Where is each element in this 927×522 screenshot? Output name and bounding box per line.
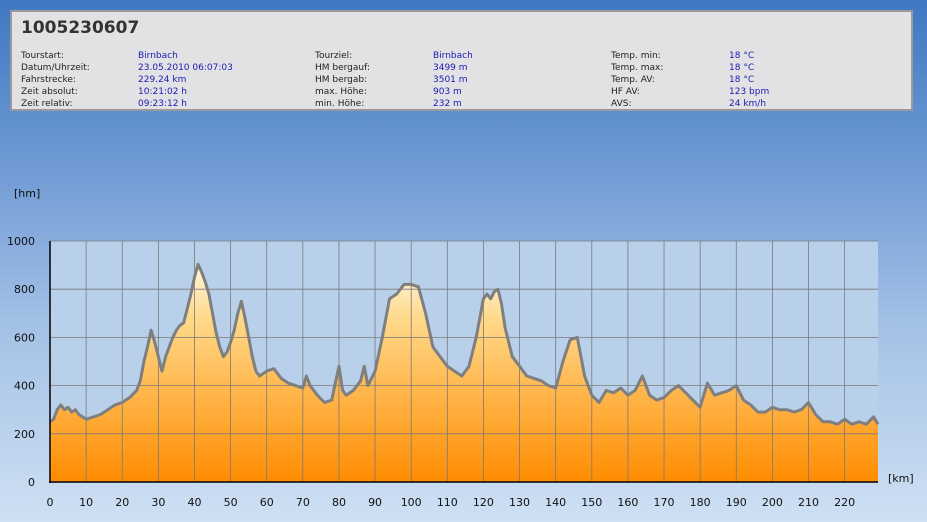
info-label: HM bergauf: [315, 63, 370, 73]
x-tick-label: 180 [690, 496, 711, 509]
x-tick-label: 160 [617, 496, 638, 509]
info-value: Birnbach [433, 51, 473, 61]
info-value: 10:21:02 h [138, 87, 187, 97]
info-label: Tourstart: [21, 51, 64, 61]
x-tick-label: 50 [224, 496, 238, 509]
x-tick-label: 0 [47, 496, 54, 509]
info-label: HF AV: [611, 87, 640, 97]
x-tick-label: 220 [834, 496, 855, 509]
y-tick-label: 1000 [7, 235, 35, 248]
x-tick-label: 70 [296, 496, 310, 509]
info-label: min. Höhe: [315, 99, 365, 109]
info-value: 123 bpm [729, 87, 770, 97]
info-label: max. Höhe: [315, 87, 367, 97]
info-value: 18 °C [729, 51, 755, 61]
info-label: Temp. AV: [611, 75, 655, 85]
info-label: Zeit absolut: [21, 87, 78, 97]
tour-info-panel: 1005230607 Tourstart: Birnbach Datum/Uhrze… [10, 10, 913, 111]
x-tick-label: 190 [726, 496, 747, 509]
x-tick-label: 80 [332, 496, 346, 509]
x-tick-label: 130 [509, 496, 530, 509]
tour-title: 1005230607 [21, 18, 140, 38]
y-tick-label: 400 [14, 380, 35, 393]
x-tick-label: 100 [401, 496, 422, 509]
info-label: Datum/Uhrzeit: [21, 63, 90, 73]
x-tick-label: 170 [654, 496, 675, 509]
info-label: Fahrstrecke: [21, 75, 76, 85]
info-label: Temp. max: [611, 63, 664, 73]
info-value: 09:23:12 h [138, 99, 187, 109]
x-tick-label: 150 [581, 496, 602, 509]
x-tick-label: 200 [762, 496, 783, 509]
x-tick-label: 120 [473, 496, 494, 509]
info-label: Tourziel: [315, 51, 353, 61]
info-label: Temp. min: [611, 51, 661, 61]
axis-ticks: 0 10 20 30 40 50 60 70 80 90 100 110 120 130 140 150 160… [7, 235, 855, 509]
info-value: 229.24 km [138, 75, 187, 85]
x-tick-label: 140 [545, 496, 566, 509]
y-tick-label: 200 [14, 428, 35, 441]
y-tick-label: 0 [28, 476, 35, 489]
x-tick-label: 30 [151, 496, 165, 509]
x-tick-label: 40 [187, 496, 201, 509]
info-value: 3499 m [433, 63, 468, 73]
y-tick-label: 600 [14, 331, 35, 344]
x-tick-label: 10 [79, 496, 93, 509]
x-tick-label: 90 [368, 496, 382, 509]
info-value: 24 km/h [729, 99, 767, 109]
x-tick-label: 20 [115, 496, 129, 509]
y-axis-unit-label: [hm] [14, 187, 40, 200]
info-value: Birnbach [138, 51, 178, 61]
info-label: HM bergab: [315, 75, 368, 85]
info-value: 903 m [433, 87, 462, 97]
info-value: 3501 m [433, 75, 468, 85]
elevation-line [49, 262, 880, 426]
info-value: 18 °C [729, 75, 755, 85]
x-tick-label: 110 [437, 496, 458, 509]
info-label: AVS: [611, 99, 632, 109]
x-tick-label: 210 [798, 496, 819, 509]
chart-grid [50, 240, 878, 482]
y-tick-label: 800 [14, 283, 35, 296]
info-value: 232 m [433, 99, 462, 109]
x-axis-unit-label: [km] [888, 472, 914, 485]
x-tick-label: 60 [260, 496, 274, 509]
info-label: Zeit relativ: [21, 99, 73, 109]
info-value: 18 °C [729, 63, 755, 73]
info-value: 23.05.2010 06:07:03 [138, 63, 233, 73]
